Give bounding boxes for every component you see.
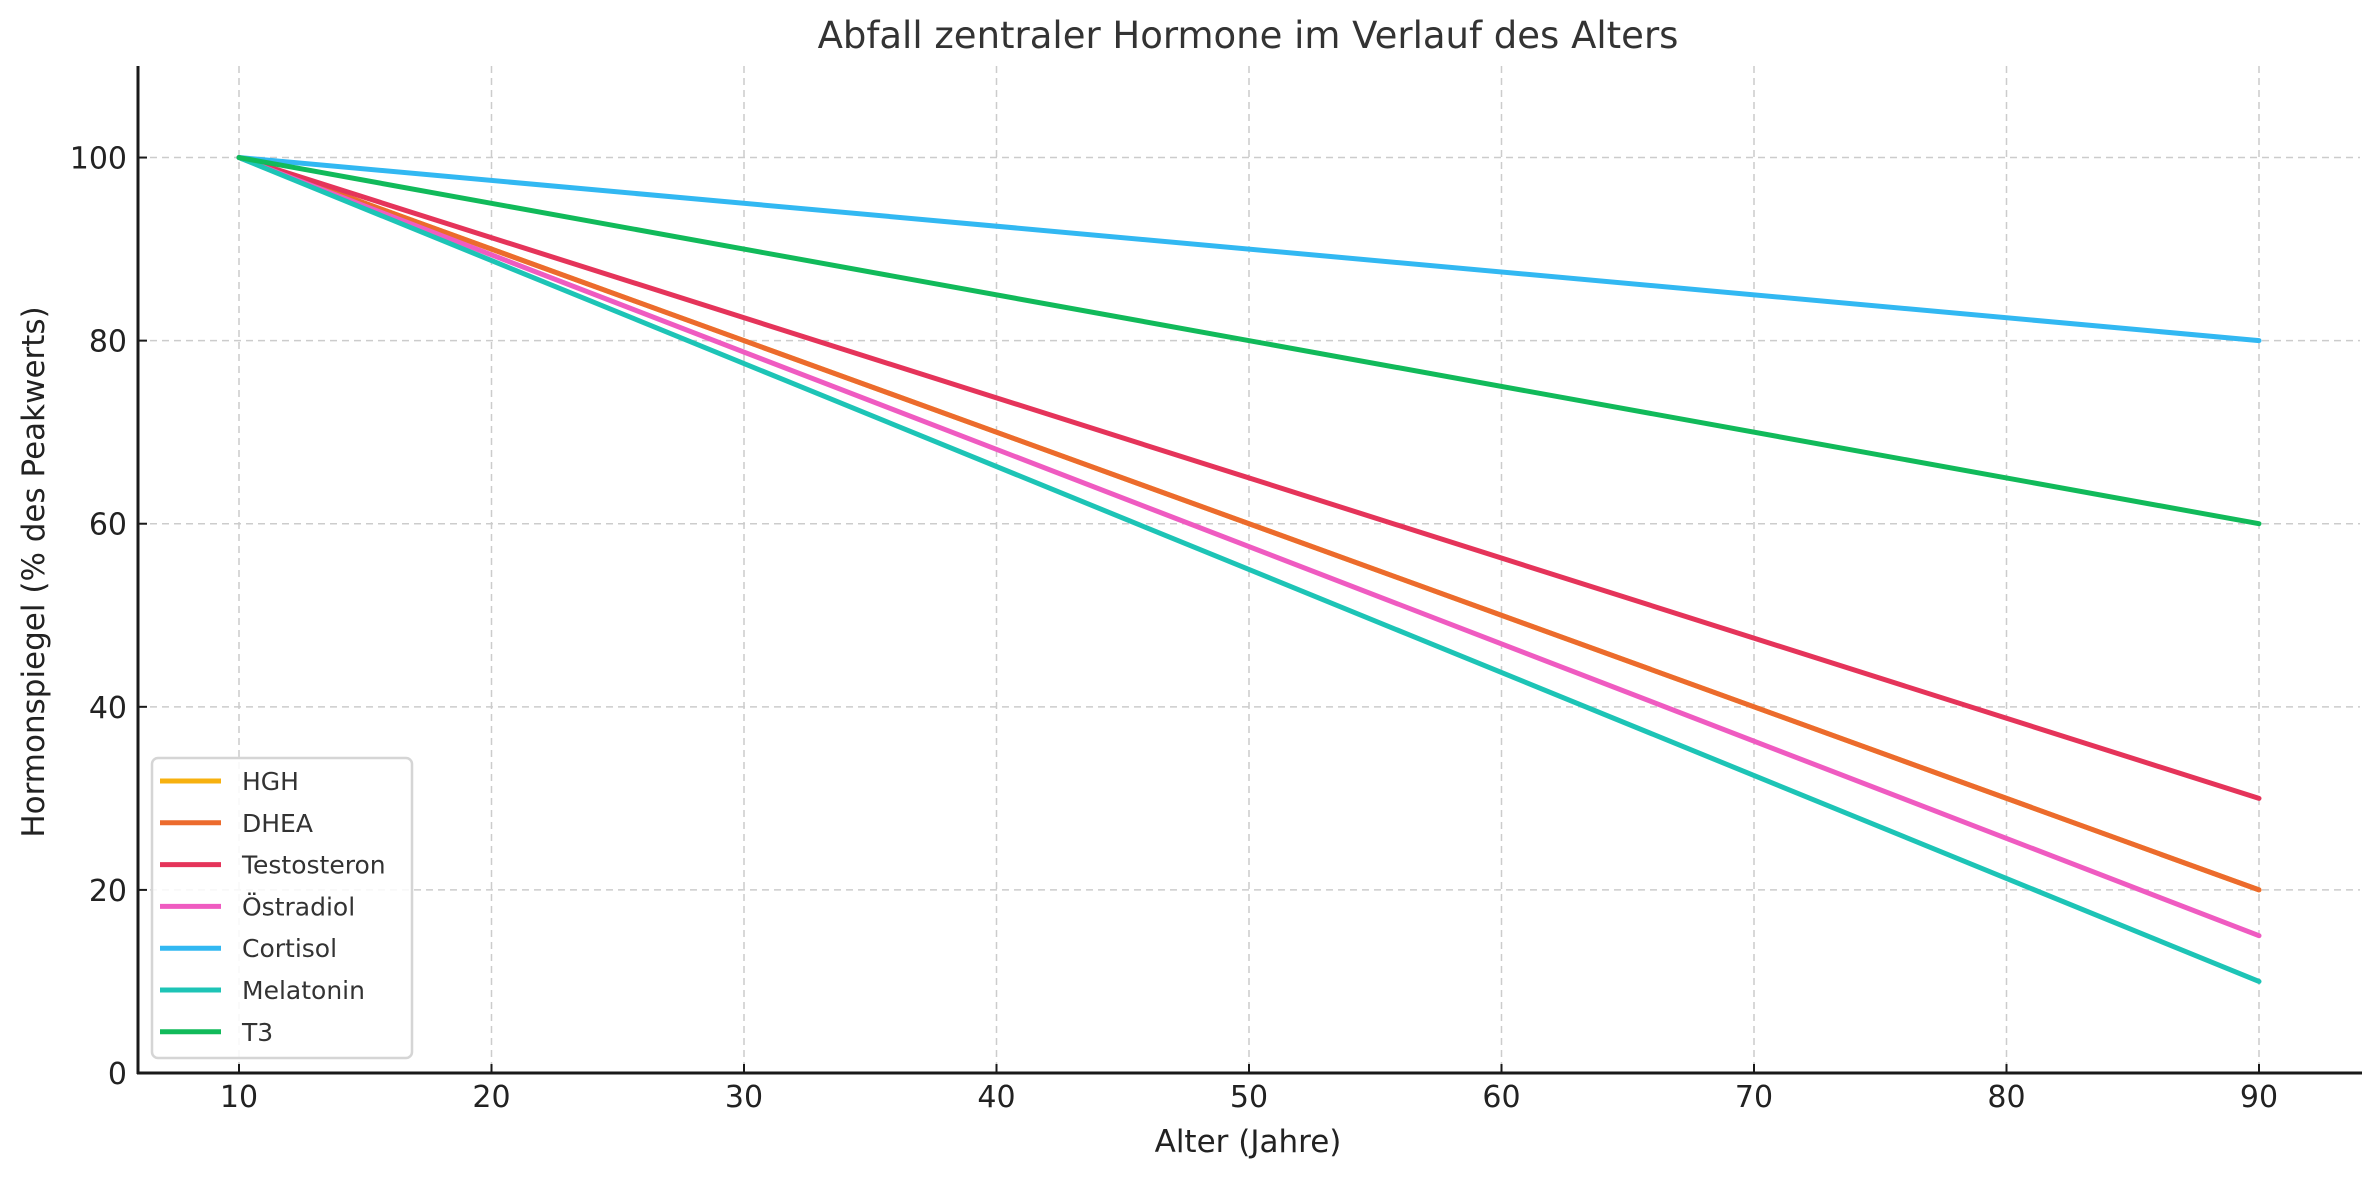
series-line-t3	[236, 155, 2262, 527]
legend-label: DHEA	[242, 809, 313, 838]
x-tick-label: 50	[1230, 1080, 1268, 1115]
x-tick-label: 20	[472, 1080, 510, 1115]
legend-items: HGH DHEA Testosteron Östradiol Cortisol Melat…	[160, 767, 386, 1047]
x-tick-label: 40	[977, 1080, 1015, 1115]
chart-title: Abfall zentraler Hormone im Verlauf des …	[818, 14, 1679, 57]
x-axis-label: Alter (Jahre)	[1155, 1124, 1342, 1160]
series-line-testosteron	[236, 155, 2262, 801]
y-tick-label: 0	[108, 1057, 127, 1092]
series-line-cortisol	[236, 155, 2262, 344]
legend-item: HGH	[160, 767, 299, 796]
legend-label: T3	[241, 1018, 273, 1047]
x-tick-label: 80	[1987, 1080, 2025, 1115]
x-tick-label: 30	[725, 1080, 763, 1115]
legend-item: DHEA	[160, 809, 313, 838]
legend-frame	[150, 756, 414, 1060]
x-tick-label: 60	[1482, 1080, 1520, 1115]
series-line--stradiol	[236, 155, 2262, 939]
legend-label: Östradiol	[242, 892, 355, 921]
legend-item: T3	[160, 1018, 273, 1047]
legend-label: Testosteron	[241, 851, 386, 880]
x-axis-ticks: 10 20 30 40 50 60 70 80 90	[220, 1064, 2278, 1115]
legend-label: Melatonin	[242, 976, 365, 1005]
series-line-dhea	[236, 155, 2262, 893]
x-tick-label: 10	[220, 1080, 258, 1115]
y-tick-label: 80	[89, 325, 127, 360]
legend-label: HGH	[242, 767, 299, 796]
legend-item: Testosteron	[160, 851, 386, 880]
legend: HGH DHEA Testosteron Östradiol Cortisol Melat…	[150, 756, 414, 1060]
y-axis-label: Hormonspiegel (% des Peakwerts)	[16, 306, 52, 837]
legend-item: Östradiol	[160, 892, 355, 921]
series-lines	[236, 155, 2262, 984]
x-tick-label: 90	[2240, 1080, 2278, 1115]
y-axis-ticks: 0 20 40 60 80 100	[70, 142, 147, 1092]
legend-item: Cortisol	[160, 934, 337, 963]
legend-label: Cortisol	[242, 934, 337, 963]
y-tick-label: 60	[89, 508, 127, 543]
x-tick-label: 70	[1735, 1080, 1773, 1115]
legend-item: Melatonin	[160, 976, 365, 1005]
y-tick-label: 20	[89, 874, 127, 909]
series-line-melatonin	[236, 155, 2262, 984]
y-tick-label: 100	[70, 142, 127, 177]
y-tick-label: 40	[89, 691, 127, 726]
